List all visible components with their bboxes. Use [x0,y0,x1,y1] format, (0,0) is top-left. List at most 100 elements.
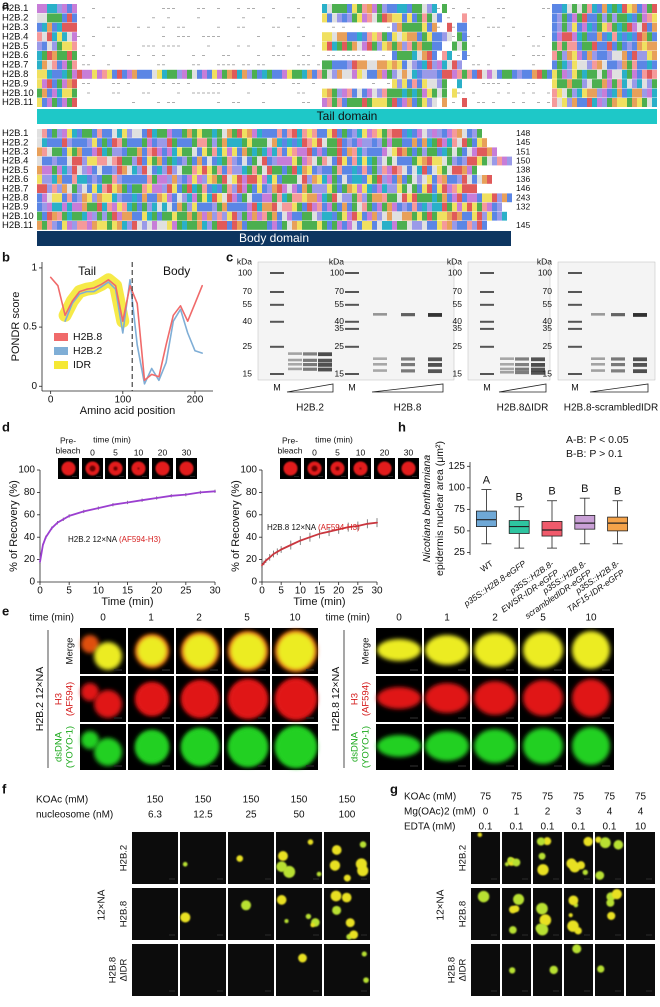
residue [92,193,97,203]
residue [437,156,442,166]
sample-label: H2B.8 [394,403,422,414]
sequence-name: H2B.2 [2,13,28,24]
residue [297,175,302,184]
gap [112,17,115,19]
residue [437,147,442,157]
residue [427,221,432,230]
residue [407,193,412,203]
sequence-length: 150 [516,155,530,165]
annotation: Body [163,264,190,278]
residue [232,147,237,157]
residue [107,202,112,212]
residue [417,69,422,79]
residue [272,69,277,79]
residue [152,138,157,147]
residue [127,193,132,203]
residue [247,184,252,193]
residue [642,22,647,32]
residue [147,69,152,79]
gap [247,8,250,9]
gap [207,45,210,47]
residue [412,211,417,221]
time-label: time (min) [315,434,353,444]
sample-band [288,362,302,366]
residue [192,175,197,184]
residue [57,202,62,212]
residue [377,4,382,13]
parameter-value: 150 [339,795,356,806]
parameter-value: 75 [604,792,616,803]
residue [107,156,112,166]
droplet [183,634,217,668]
residue [417,147,422,157]
residue [477,211,482,221]
residue [182,221,187,230]
x-tick-label: 25 [352,586,364,597]
residue [72,129,77,138]
residue [437,129,442,138]
gap [547,102,550,103]
gap [302,36,305,37]
residue [117,221,122,230]
residue [402,22,407,32]
residue [592,13,597,23]
line-series [64,279,203,385]
residue [327,88,332,98]
residue [162,138,167,147]
residue [197,138,202,147]
annotation-text: H2B.8 12×NA [267,523,317,532]
residue [562,51,567,60]
residue [622,22,627,32]
residue [52,175,57,184]
residue [497,69,502,79]
residue [237,193,242,203]
residue [222,147,227,157]
gap [167,8,170,9]
micrograph [132,944,178,996]
residue [462,13,467,23]
gap [457,92,460,94]
residue [277,175,282,184]
x-tick-label: 5 [278,586,284,597]
residue [317,129,322,138]
sample-band [531,367,545,372]
residue [92,147,97,157]
residue [227,202,232,212]
residue [97,221,102,230]
gap [477,64,480,66]
residue [352,193,357,203]
droplet [543,837,552,846]
residue [292,147,297,157]
gap [162,26,165,28]
residue [582,13,587,23]
significance-letter: B [548,486,555,498]
residue [292,221,297,230]
residue [387,32,392,42]
gap [152,83,155,84]
residue [87,138,92,147]
gap [502,17,505,19]
residue [397,147,402,157]
residue [102,211,107,221]
sample-band [303,358,317,362]
gap [82,83,85,84]
gap [227,55,230,56]
residue [442,175,447,184]
residue [357,13,362,23]
residue [162,211,167,221]
residue [467,202,472,212]
ladder-band [270,303,284,306]
residue [137,202,142,212]
residue [322,88,327,98]
residue [57,175,62,184]
residue [162,221,167,230]
residue [77,129,82,138]
residue [257,184,262,193]
residue [357,4,362,13]
residue [207,193,212,203]
marker-label: 70 [453,286,463,296]
residue [262,69,267,79]
kda-label: kDa [537,256,552,266]
droplet [137,732,167,762]
residue [37,98,42,107]
